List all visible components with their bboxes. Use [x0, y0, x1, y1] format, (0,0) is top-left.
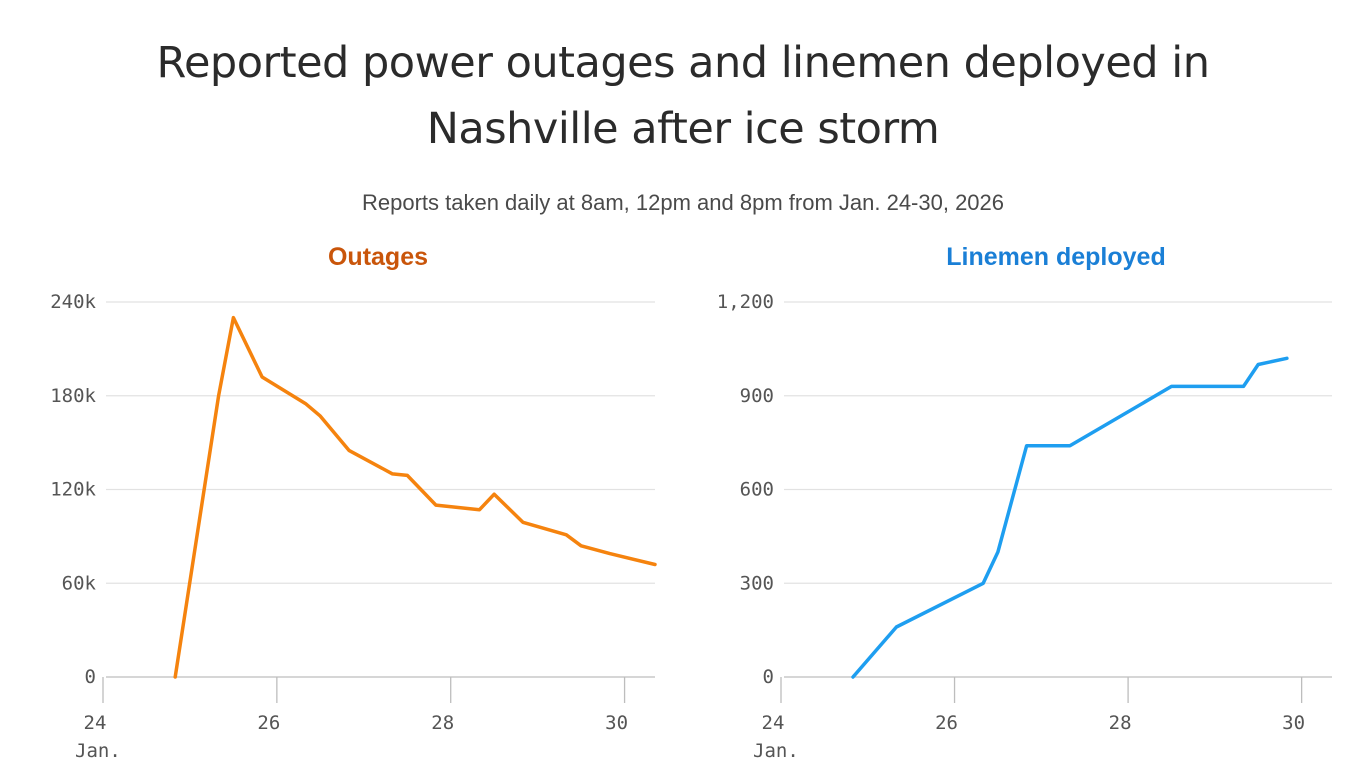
- x-tick-label: 24: [84, 712, 107, 734]
- chart-panel-2: Linemen deployed 0 300 600 900 1,200 24 26 28 30 J…: [717, 243, 1332, 762]
- y-tick-label: 1,200: [717, 291, 774, 313]
- y-tick-label: 900: [740, 385, 774, 407]
- data-point: [493, 493, 496, 496]
- x-tick-label: 30: [605, 712, 628, 734]
- series-line-outages: [173, 315, 657, 679]
- y-tick-label: 240k: [50, 291, 96, 313]
- chart-title: Reported power outages and linemen deplo…: [0, 30, 1366, 162]
- data-point: [478, 508, 481, 511]
- data-point: [852, 676, 855, 679]
- data-point: [565, 533, 568, 536]
- data-point: [1285, 357, 1288, 360]
- x-tick-label: 26: [257, 712, 280, 734]
- x-tick-label: 28: [1109, 712, 1132, 734]
- data-point: [996, 551, 999, 554]
- data-point: [654, 563, 657, 566]
- data-point: [982, 582, 985, 585]
- series-line-linemen-deployed: [851, 356, 1289, 679]
- x-tick-label: 24: [762, 712, 785, 734]
- data-point: [895, 626, 898, 629]
- x-tick-label: 30: [1282, 712, 1305, 734]
- panel-title: Linemen deployed: [946, 243, 1165, 271]
- y-tick-label: 180k: [50, 385, 96, 407]
- chart-subtitle: Reports taken daily at 8am, 12pm and 8pm…: [361, 190, 1005, 215]
- data-point: [406, 474, 409, 477]
- data-point: [521, 521, 524, 524]
- data-point: [261, 376, 264, 379]
- data-point: [580, 544, 583, 547]
- x-month-label: Jan.: [75, 740, 121, 762]
- data-point: [434, 504, 437, 507]
- x-tick-label: 26: [935, 712, 958, 734]
- x-month-label: Jan.: [753, 740, 799, 762]
- data-point: [304, 402, 307, 405]
- chart-title-line-1: Reported power outages and linemen deplo…: [156, 38, 1210, 88]
- y-tick-label: 60k: [62, 572, 97, 594]
- data-point: [1242, 385, 1245, 388]
- y-tick-label: 0: [763, 666, 774, 688]
- data-point: [391, 472, 394, 475]
- y-tick-label: 300: [740, 572, 774, 594]
- y-tick-label: 120k: [50, 479, 96, 501]
- x-tick-label: 28: [431, 712, 454, 734]
- data-point: [348, 449, 351, 452]
- panel-title: Outages: [328, 243, 428, 271]
- data-point: [232, 316, 235, 319]
- data-point: [217, 394, 220, 397]
- y-tick-label: 0: [85, 666, 96, 688]
- data-point: [1170, 385, 1173, 388]
- y-tick-label: 600: [740, 479, 774, 501]
- chart-title-line-2: Nashville after ice storm: [426, 104, 940, 154]
- data-point: [319, 415, 322, 418]
- chart-panel-1: Outages 0 60k 120k 180k 240k 24 26 28 30 Jan.: [50, 243, 657, 762]
- data-point: [1025, 444, 1028, 447]
- data-point: [1068, 444, 1071, 447]
- data-point: [608, 552, 611, 555]
- data-point: [174, 676, 177, 679]
- data-point: [1257, 363, 1260, 366]
